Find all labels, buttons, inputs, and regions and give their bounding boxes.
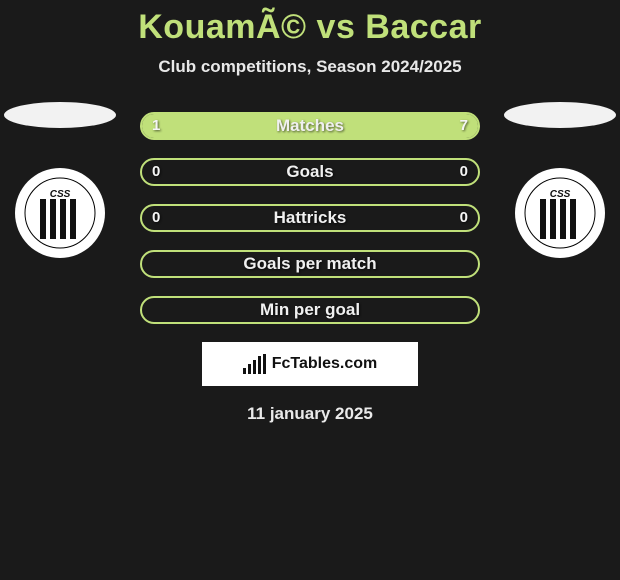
player-right-club-badge: CSS (515, 168, 605, 258)
stat-label: Min per goal (142, 298, 478, 322)
stat-label: Goals per match (142, 252, 478, 276)
brand-text: FcTables.com (272, 355, 378, 373)
stat-label: Matches (142, 114, 478, 138)
stat-row: 17Matches (140, 112, 480, 140)
subtitle: Club competitions, Season 2024/2025 (0, 57, 620, 77)
brand-box: FcTables.com (202, 342, 418, 386)
player-right: CSS (500, 102, 620, 258)
player-left-club-badge: CSS (15, 168, 105, 258)
stat-rows: 17Matches 00Goals 00Hattricks Goals per mat… (140, 112, 480, 324)
page-title: KouamÃ© vs Baccar (0, 0, 620, 47)
svg-text:CSS: CSS (50, 189, 71, 200)
brand-bars-icon (243, 354, 266, 374)
stat-label: Goals (142, 160, 478, 184)
player-left: CSS (0, 102, 120, 258)
stat-row: Min per goal (140, 296, 480, 324)
stat-row: Goals per match (140, 250, 480, 278)
date-text: 11 january 2025 (0, 404, 620, 424)
comparison-area: CSS CSS 17Matches 00Goals 00Hattricks Goals… (0, 112, 620, 424)
stat-label: Hattricks (142, 206, 478, 230)
player-left-avatar (4, 102, 116, 128)
svg-text:CSS: CSS (550, 189, 571, 200)
player-right-avatar (504, 102, 616, 128)
stat-row: 00Goals (140, 158, 480, 186)
stat-row: 00Hattricks (140, 204, 480, 232)
